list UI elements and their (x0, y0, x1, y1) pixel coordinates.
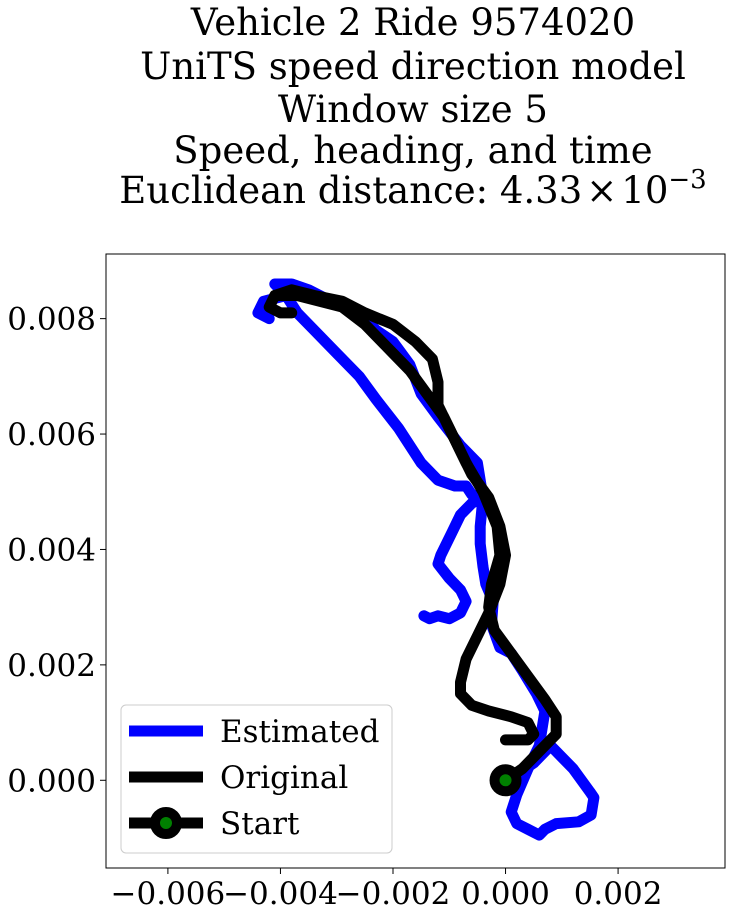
chart-title: Vehicle 2 Ride 9574020 UniTS speed direc… (119, 1, 706, 212)
start-marker (489, 764, 522, 797)
title-line-5-prefix: Euclidean distance: (119, 169, 500, 212)
legend-entry-original: Original (129, 760, 348, 796)
legend-label-start: Start (220, 806, 300, 842)
x-tick-label: −0.006 (111, 876, 226, 912)
series-original-loop-line (269, 284, 540, 746)
x-tick-label: 0.000 (461, 876, 550, 912)
title-line-5-times: × (586, 169, 617, 212)
title-line-5-base: 10 (621, 169, 668, 212)
legend-entry-start: Start (129, 806, 300, 842)
title-line-5: Euclidean distance: 4.33 × 10−3 (119, 165, 706, 212)
title-line-3: Window size 5 (278, 88, 548, 131)
legend-label-original: Original (220, 760, 348, 796)
x-tick-label: −0.004 (223, 876, 338, 912)
plot-area (105, 253, 726, 869)
x-tick-label: −0.002 (336, 876, 451, 912)
legend: Estimated Original Start (120, 704, 393, 854)
y-tick-label: 0.004 (7, 532, 96, 568)
title-line-5-exponent: −3 (668, 165, 706, 195)
y-tick-label: 0.008 (7, 302, 96, 338)
title-line-5-mantissa: 4.33 (500, 169, 582, 212)
y-axis: 0.000 0.002 0.004 0.006 0.008 (7, 302, 106, 799)
plot-frame (105, 253, 726, 869)
y-tick-label: 0.000 (7, 763, 96, 799)
legend-label-estimated: Estimated (220, 714, 379, 750)
title-line-2: UniTS speed direction model (140, 45, 686, 88)
title-line-1: Vehicle 2 Ride 9574020 (190, 1, 635, 44)
legend-entry-estimated: Estimated (129, 714, 379, 750)
y-tick-label: 0.006 (7, 417, 96, 453)
legend-box (120, 704, 393, 854)
legend-marker-start (150, 807, 182, 839)
x-axis: −0.006−0.004−0.002 0.000 0.002 (111, 868, 663, 912)
title-line-4: Speed, heading, and time (173, 129, 652, 172)
y-tick-label: 0.002 (7, 648, 96, 684)
x-tick-label: 0.002 (574, 876, 663, 912)
